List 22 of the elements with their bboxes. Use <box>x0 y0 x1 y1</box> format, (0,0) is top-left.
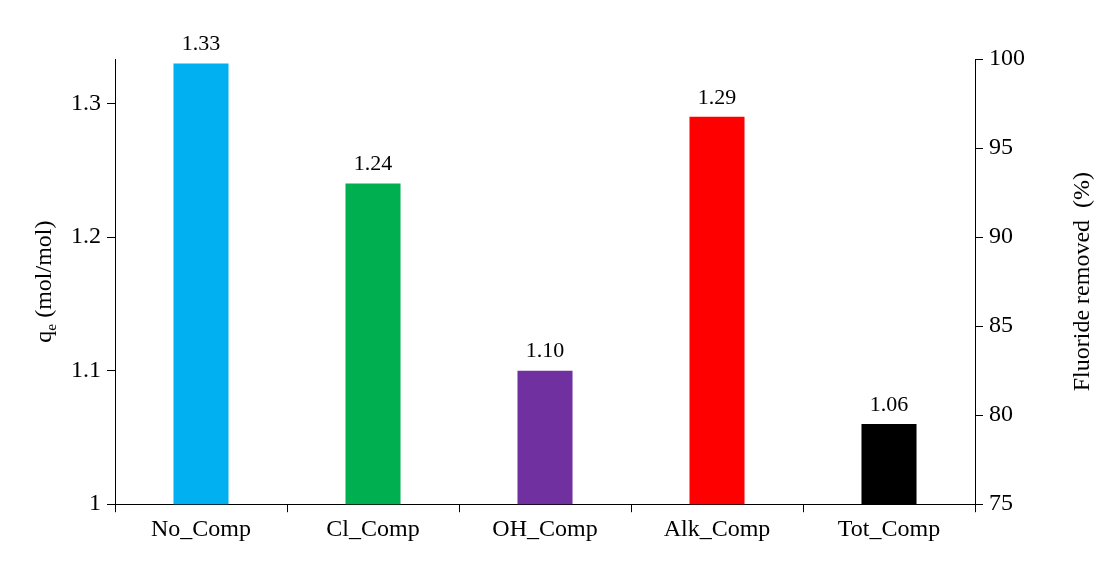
data-label: 1.24 <box>353 150 393 176</box>
x-tick-label: Cl_Comp <box>326 514 420 541</box>
y2-axis-title: Fluoride removed (%) <box>1068 171 1095 392</box>
y2-tick-label: 95 <box>989 133 1013 160</box>
y2-tick-label: 75 <box>989 489 1013 516</box>
data-label: 1.29 <box>697 83 737 109</box>
x-tick-label: Tot_Comp <box>837 514 941 541</box>
y-tick-label: 1.3 <box>71 88 101 115</box>
x-tick-label: No_Comp <box>150 514 252 541</box>
y2-tick-label: 90 <box>989 222 1013 249</box>
y-axis-title: qe (mol/mol) <box>30 220 60 343</box>
y2-tick-label: 80 <box>989 400 1013 427</box>
y-tick-label: 1.1 <box>71 355 101 382</box>
y2-tick-label: 85 <box>989 311 1013 338</box>
data-label: 1.10 <box>525 337 565 363</box>
data-label: 1.33 <box>181 30 221 56</box>
y-tick-label: 1 <box>89 489 101 516</box>
x-tick-label: Alk_Comp <box>663 514 771 541</box>
data-label: 1.06 <box>869 390 909 416</box>
y-tick-label: 1.2 <box>71 222 101 249</box>
x-tick-label: OH_Comp <box>492 514 598 541</box>
y2-tick-label: 100 <box>989 44 1025 71</box>
